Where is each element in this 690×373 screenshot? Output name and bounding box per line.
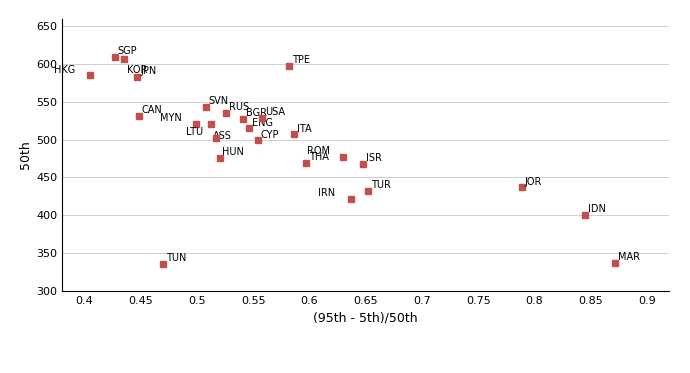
Text: ASS: ASS — [213, 131, 232, 141]
Text: TUN: TUN — [166, 253, 186, 263]
Text: TPE: TPE — [292, 55, 310, 65]
Y-axis label: 50th: 50th — [19, 140, 32, 169]
Text: JPN: JPN — [140, 66, 157, 76]
Text: RUS: RUS — [229, 103, 249, 112]
Text: CYP: CYP — [261, 130, 279, 140]
Text: LTU: LTU — [186, 127, 203, 137]
Text: IRN: IRN — [318, 188, 335, 198]
Text: BGR: BGR — [246, 109, 267, 119]
Text: TUR: TUR — [371, 180, 391, 190]
Text: SGP: SGP — [118, 47, 137, 56]
X-axis label: (95th - 5th)/50th: (95th - 5th)/50th — [313, 311, 418, 325]
Text: SVN: SVN — [209, 96, 229, 106]
Text: ROM: ROM — [307, 146, 330, 156]
Text: MAR: MAR — [618, 252, 640, 262]
Text: HKG: HKG — [54, 65, 75, 75]
Text: ENG: ENG — [252, 117, 273, 128]
Text: JOR: JOR — [525, 176, 542, 186]
Text: ITA: ITA — [297, 123, 311, 134]
Text: KOR: KOR — [127, 65, 147, 75]
Text: THA: THA — [309, 152, 328, 162]
Text: ISR: ISR — [366, 153, 382, 163]
Text: MYN: MYN — [160, 113, 181, 123]
Text: HUN: HUN — [222, 147, 244, 157]
Text: IDN: IDN — [588, 204, 606, 214]
Text: USA: USA — [265, 107, 285, 117]
Text: CAN: CAN — [141, 106, 162, 115]
